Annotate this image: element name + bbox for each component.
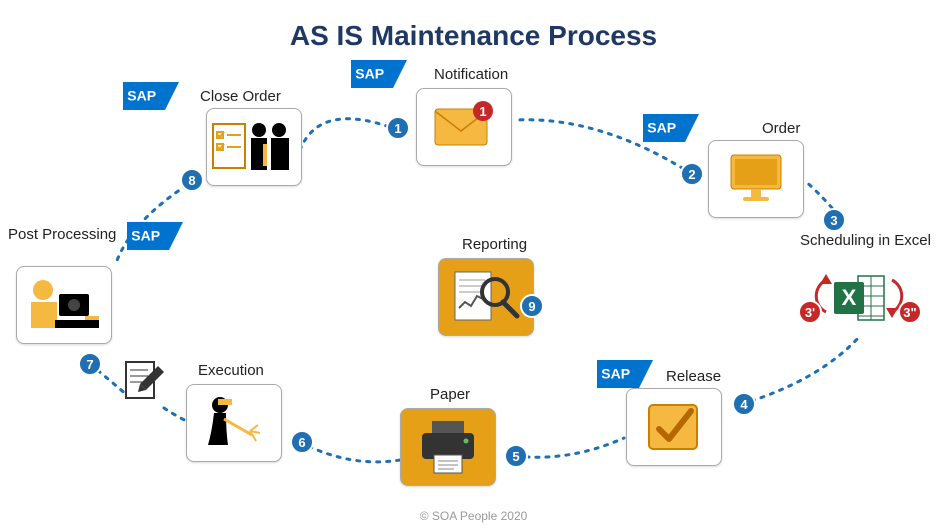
sap-logo-icon: SAP — [126, 222, 184, 250]
node-release — [626, 388, 722, 466]
step-badge-1: 1 — [386, 116, 410, 140]
sap-logo-icon: SAP — [122, 82, 180, 110]
release-card — [626, 388, 722, 466]
person-computer-icon — [21, 272, 107, 338]
node-execution — [186, 384, 282, 462]
sap-logo-icon: SAP — [350, 60, 408, 88]
closeorder-card — [206, 108, 302, 186]
node-order — [708, 140, 804, 218]
node-paper — [400, 408, 496, 486]
sap-logo-icon: SAP — [596, 360, 654, 388]
step-badge-3a: 3' — [798, 300, 822, 324]
welder-icon — [194, 391, 274, 455]
node-postproc — [16, 266, 112, 344]
closeorder-label: Close Order — [200, 88, 281, 105]
order-card — [708, 140, 804, 218]
checkbox-icon — [641, 397, 707, 457]
pencil-note-icon — [122, 358, 166, 402]
step-badge-6: 6 — [290, 430, 314, 454]
postproc-label: Post Processing — [8, 226, 116, 243]
node-pencilnote — [122, 358, 166, 407]
reporting-card — [438, 258, 534, 336]
reporting-label: Reporting — [462, 236, 527, 253]
notification-card: 1 — [416, 88, 512, 166]
refresh-arrows-icon — [808, 264, 908, 334]
execution-card — [186, 384, 282, 462]
envelope-icon: 1 — [429, 99, 499, 155]
release-label: Release — [666, 368, 721, 385]
postproc-card — [16, 266, 112, 344]
svg-text:SAP: SAP — [601, 366, 630, 382]
monitor-icon — [721, 149, 791, 209]
svg-text:SAP: SAP — [131, 228, 160, 244]
step-badge-2: 2 — [680, 162, 704, 186]
printer-icon — [414, 417, 482, 477]
node-notification: 1 — [416, 88, 512, 166]
step-badge-7: 7 — [78, 352, 102, 376]
paper-label: Paper — [430, 386, 470, 403]
step-badge-4: 4 — [732, 392, 756, 416]
order-label: Order — [762, 120, 800, 137]
step-badge-3b: 3" — [898, 300, 922, 324]
paper-card — [400, 408, 496, 486]
step-badge-5: 5 — [504, 444, 528, 468]
node-scheduling: X — [830, 268, 890, 333]
notification-label: Notification — [434, 66, 508, 83]
close-order-icon — [209, 114, 299, 180]
scheduling-label: Scheduling in Excel — [800, 232, 931, 249]
sap-logo-icon: SAP — [642, 114, 700, 142]
execution-label: Execution — [198, 362, 264, 379]
node-reporting — [438, 258, 534, 336]
step-badge-3: 3 — [822, 208, 846, 232]
step-badge-9: 9 — [520, 294, 544, 318]
node-closeorder — [206, 108, 302, 186]
step-badge-8: 8 — [180, 168, 204, 192]
svg-text:SAP: SAP — [647, 120, 676, 136]
page-title: AS IS Maintenance Process — [0, 20, 947, 52]
footer-text: © SOA People 2020 — [0, 509, 947, 523]
svg-text:SAP: SAP — [127, 88, 156, 104]
svg-text:SAP: SAP — [355, 66, 384, 82]
svg-text:1: 1 — [479, 104, 486, 119]
report-magnifier-icon — [447, 266, 525, 328]
